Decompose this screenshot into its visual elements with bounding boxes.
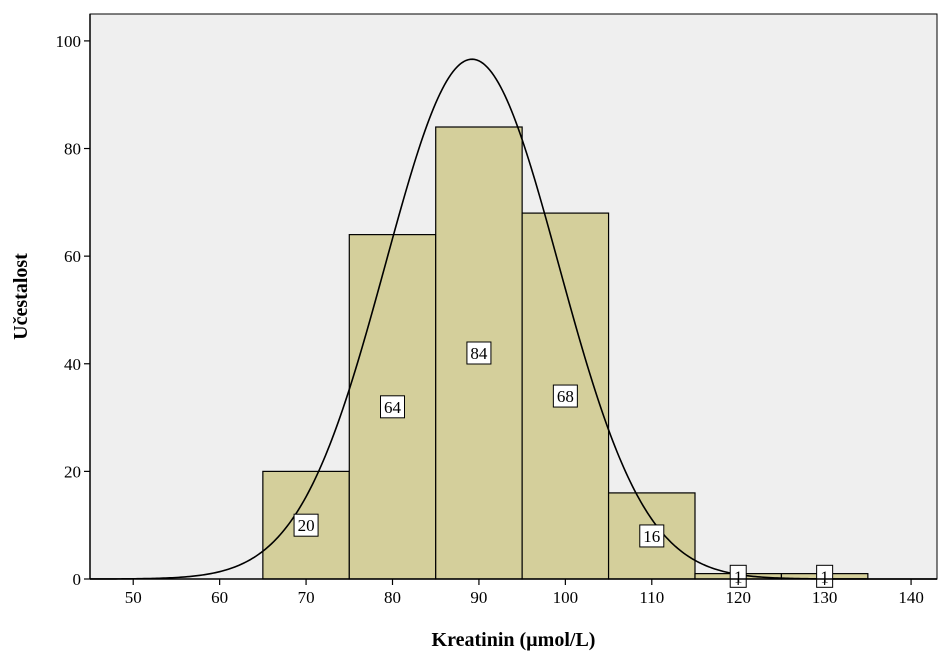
bar-label-0: 20 xyxy=(298,516,315,535)
x-tick-label-0: 50 xyxy=(125,588,142,607)
bar-label-6: 1 xyxy=(820,567,829,586)
x-tick-label-9: 140 xyxy=(898,588,924,607)
x-tick-label-6: 110 xyxy=(639,588,664,607)
bar-label-5: 1 xyxy=(734,567,743,586)
bar-label-2: 84 xyxy=(470,344,488,363)
bar-label-4: 16 xyxy=(643,527,660,546)
y-axis-ticks: 0 20 40 60 80 100 xyxy=(56,32,90,589)
x-tick-label-5: 100 xyxy=(553,588,579,607)
bar-labels-group: 20 64 84 68 16 1 1 xyxy=(293,341,834,588)
x-axis-ticks: 50 60 70 80 90 100 110 120 130 140 xyxy=(125,579,924,607)
x-tick-label-4: 90 xyxy=(470,588,487,607)
bar-label-box-1 xyxy=(380,395,405,419)
x-tick-label-2: 70 xyxy=(298,588,315,607)
bar-label-box-3 xyxy=(552,384,578,408)
y-tick-label-3: 60 xyxy=(64,247,81,266)
bar-label-box-4 xyxy=(639,524,665,548)
y-tick-label-1: 20 xyxy=(64,462,81,481)
x-tick-label-7: 120 xyxy=(725,588,751,607)
bar-label-box-5 xyxy=(729,564,747,588)
x-tick-label-1: 60 xyxy=(211,588,228,607)
y-axis-title: Učestalost xyxy=(10,253,32,340)
x-axis-title: Kreatinin (µmol/L) xyxy=(432,629,596,651)
bar-label-3: 68 xyxy=(557,387,574,406)
y-tick-label-5: 100 xyxy=(56,32,82,51)
bar-label-box-2 xyxy=(466,341,492,365)
bar-label-box-6 xyxy=(816,564,834,588)
y-tick-label-0: 0 xyxy=(73,570,82,589)
x-tick-label-3: 80 xyxy=(384,588,401,607)
bar-label-box-0 xyxy=(293,513,319,537)
y-tick-label-2: 40 xyxy=(64,355,81,374)
x-tick-label-8: 130 xyxy=(812,588,838,607)
bar-label-1: 64 xyxy=(384,398,402,417)
y-tick-label-4: 80 xyxy=(64,140,81,159)
